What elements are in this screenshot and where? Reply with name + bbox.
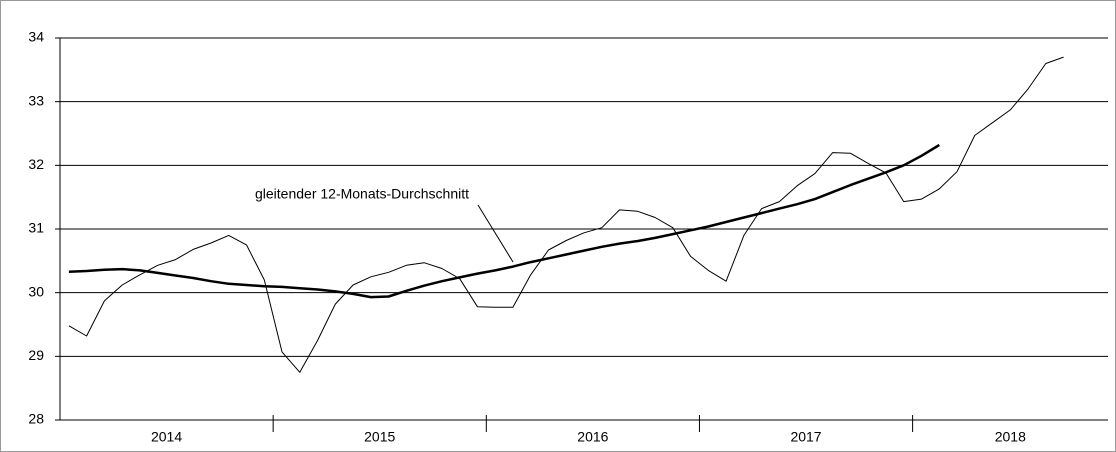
y-tick-label: 32 <box>28 156 44 172</box>
series-line <box>68 56 1064 373</box>
y-tick-label: 33 <box>28 92 44 108</box>
x-tick-label: 2017 <box>790 429 821 445</box>
annotation-leader <box>477 204 514 263</box>
series-line <box>68 143 940 299</box>
y-tick-label: 31 <box>28 220 44 236</box>
y-tick-label: 34 <box>28 29 44 45</box>
annotation: gleitender 12-Monats-Durchschnitt <box>255 186 469 202</box>
y-tick-label: 30 <box>28 283 44 299</box>
y-tick-label: 28 <box>28 411 44 427</box>
x-tick-label: 2018 <box>995 429 1026 445</box>
y-tick-label: 29 <box>28 347 44 363</box>
x-tick-label: 2016 <box>577 429 608 445</box>
x-tick-label: 2014 <box>151 429 182 445</box>
x-tick-label: 2015 <box>364 429 395 445</box>
